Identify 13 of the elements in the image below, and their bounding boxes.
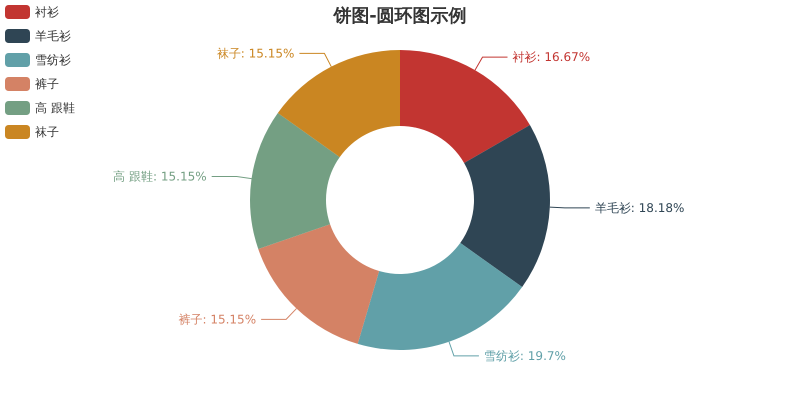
data-label: 雪纺衫: 19.7% — [484, 348, 566, 363]
data-label: 羊毛衫: 18.18% — [594, 200, 684, 215]
legend-label: 衬衫 — [35, 5, 59, 19]
data-label: 袜子: 15.15% — [216, 46, 294, 60]
legend-label: 雪纺衫 — [35, 53, 71, 67]
chart-title: 饼图-圆环图示例 — [332, 6, 467, 26]
legend-label: 高 跟鞋 — [35, 101, 75, 115]
legend-label: 羊毛衫 — [35, 29, 71, 43]
legend-label: 袜子 — [35, 125, 59, 139]
legend-label: 裤子 — [35, 77, 59, 91]
data-label: 衬衫: 16.67% — [512, 50, 590, 64]
data-label: 裤子: 15.15% — [178, 312, 256, 326]
data-label: 高 跟鞋: 15.15% — [113, 169, 207, 184]
